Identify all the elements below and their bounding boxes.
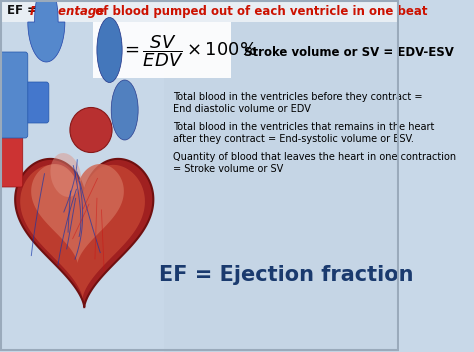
Polygon shape	[31, 164, 124, 263]
Text: after they contract = End-systolic volume or ESV.: after they contract = End-systolic volum…	[173, 134, 414, 144]
Text: End diastolic volume or EDV: End diastolic volume or EDV	[173, 104, 310, 114]
Polygon shape	[28, 0, 65, 62]
Text: Stroke volume or SV = EDV-ESV: Stroke volume or SV = EDV-ESV	[244, 45, 454, 58]
Text: Total blood in the ventricles before they contract =: Total blood in the ventricles before the…	[173, 92, 422, 102]
Ellipse shape	[111, 80, 138, 140]
Ellipse shape	[50, 153, 81, 197]
Ellipse shape	[70, 107, 112, 152]
FancyBboxPatch shape	[0, 0, 400, 22]
FancyBboxPatch shape	[0, 52, 28, 138]
FancyBboxPatch shape	[0, 82, 49, 123]
Text: EF = Ejection fraction: EF = Ejection fraction	[159, 265, 414, 285]
Text: of blood pumped out of each ventricle in one beat: of blood pumped out of each ventricle in…	[91, 5, 428, 18]
Ellipse shape	[97, 18, 122, 82]
Text: Percentage: Percentage	[29, 5, 105, 18]
Polygon shape	[15, 159, 153, 307]
Text: EF =: EF =	[7, 5, 41, 18]
Text: Total blood in the ventricles that remains in the heart: Total blood in the ventricles that remai…	[173, 122, 434, 132]
Text: Quantity of blood that leaves the heart in one contraction: Quantity of blood that leaves the heart …	[173, 152, 456, 162]
FancyBboxPatch shape	[0, 133, 23, 187]
Text: $EF = \dfrac{SV}{EDV} \times 100\%$: $EF = \dfrac{SV}{EDV} \times 100\%$	[100, 33, 258, 69]
Text: = Stroke volume or SV: = Stroke volume or SV	[173, 164, 283, 174]
Polygon shape	[20, 165, 145, 298]
FancyBboxPatch shape	[164, 0, 400, 352]
FancyBboxPatch shape	[93, 22, 231, 78]
